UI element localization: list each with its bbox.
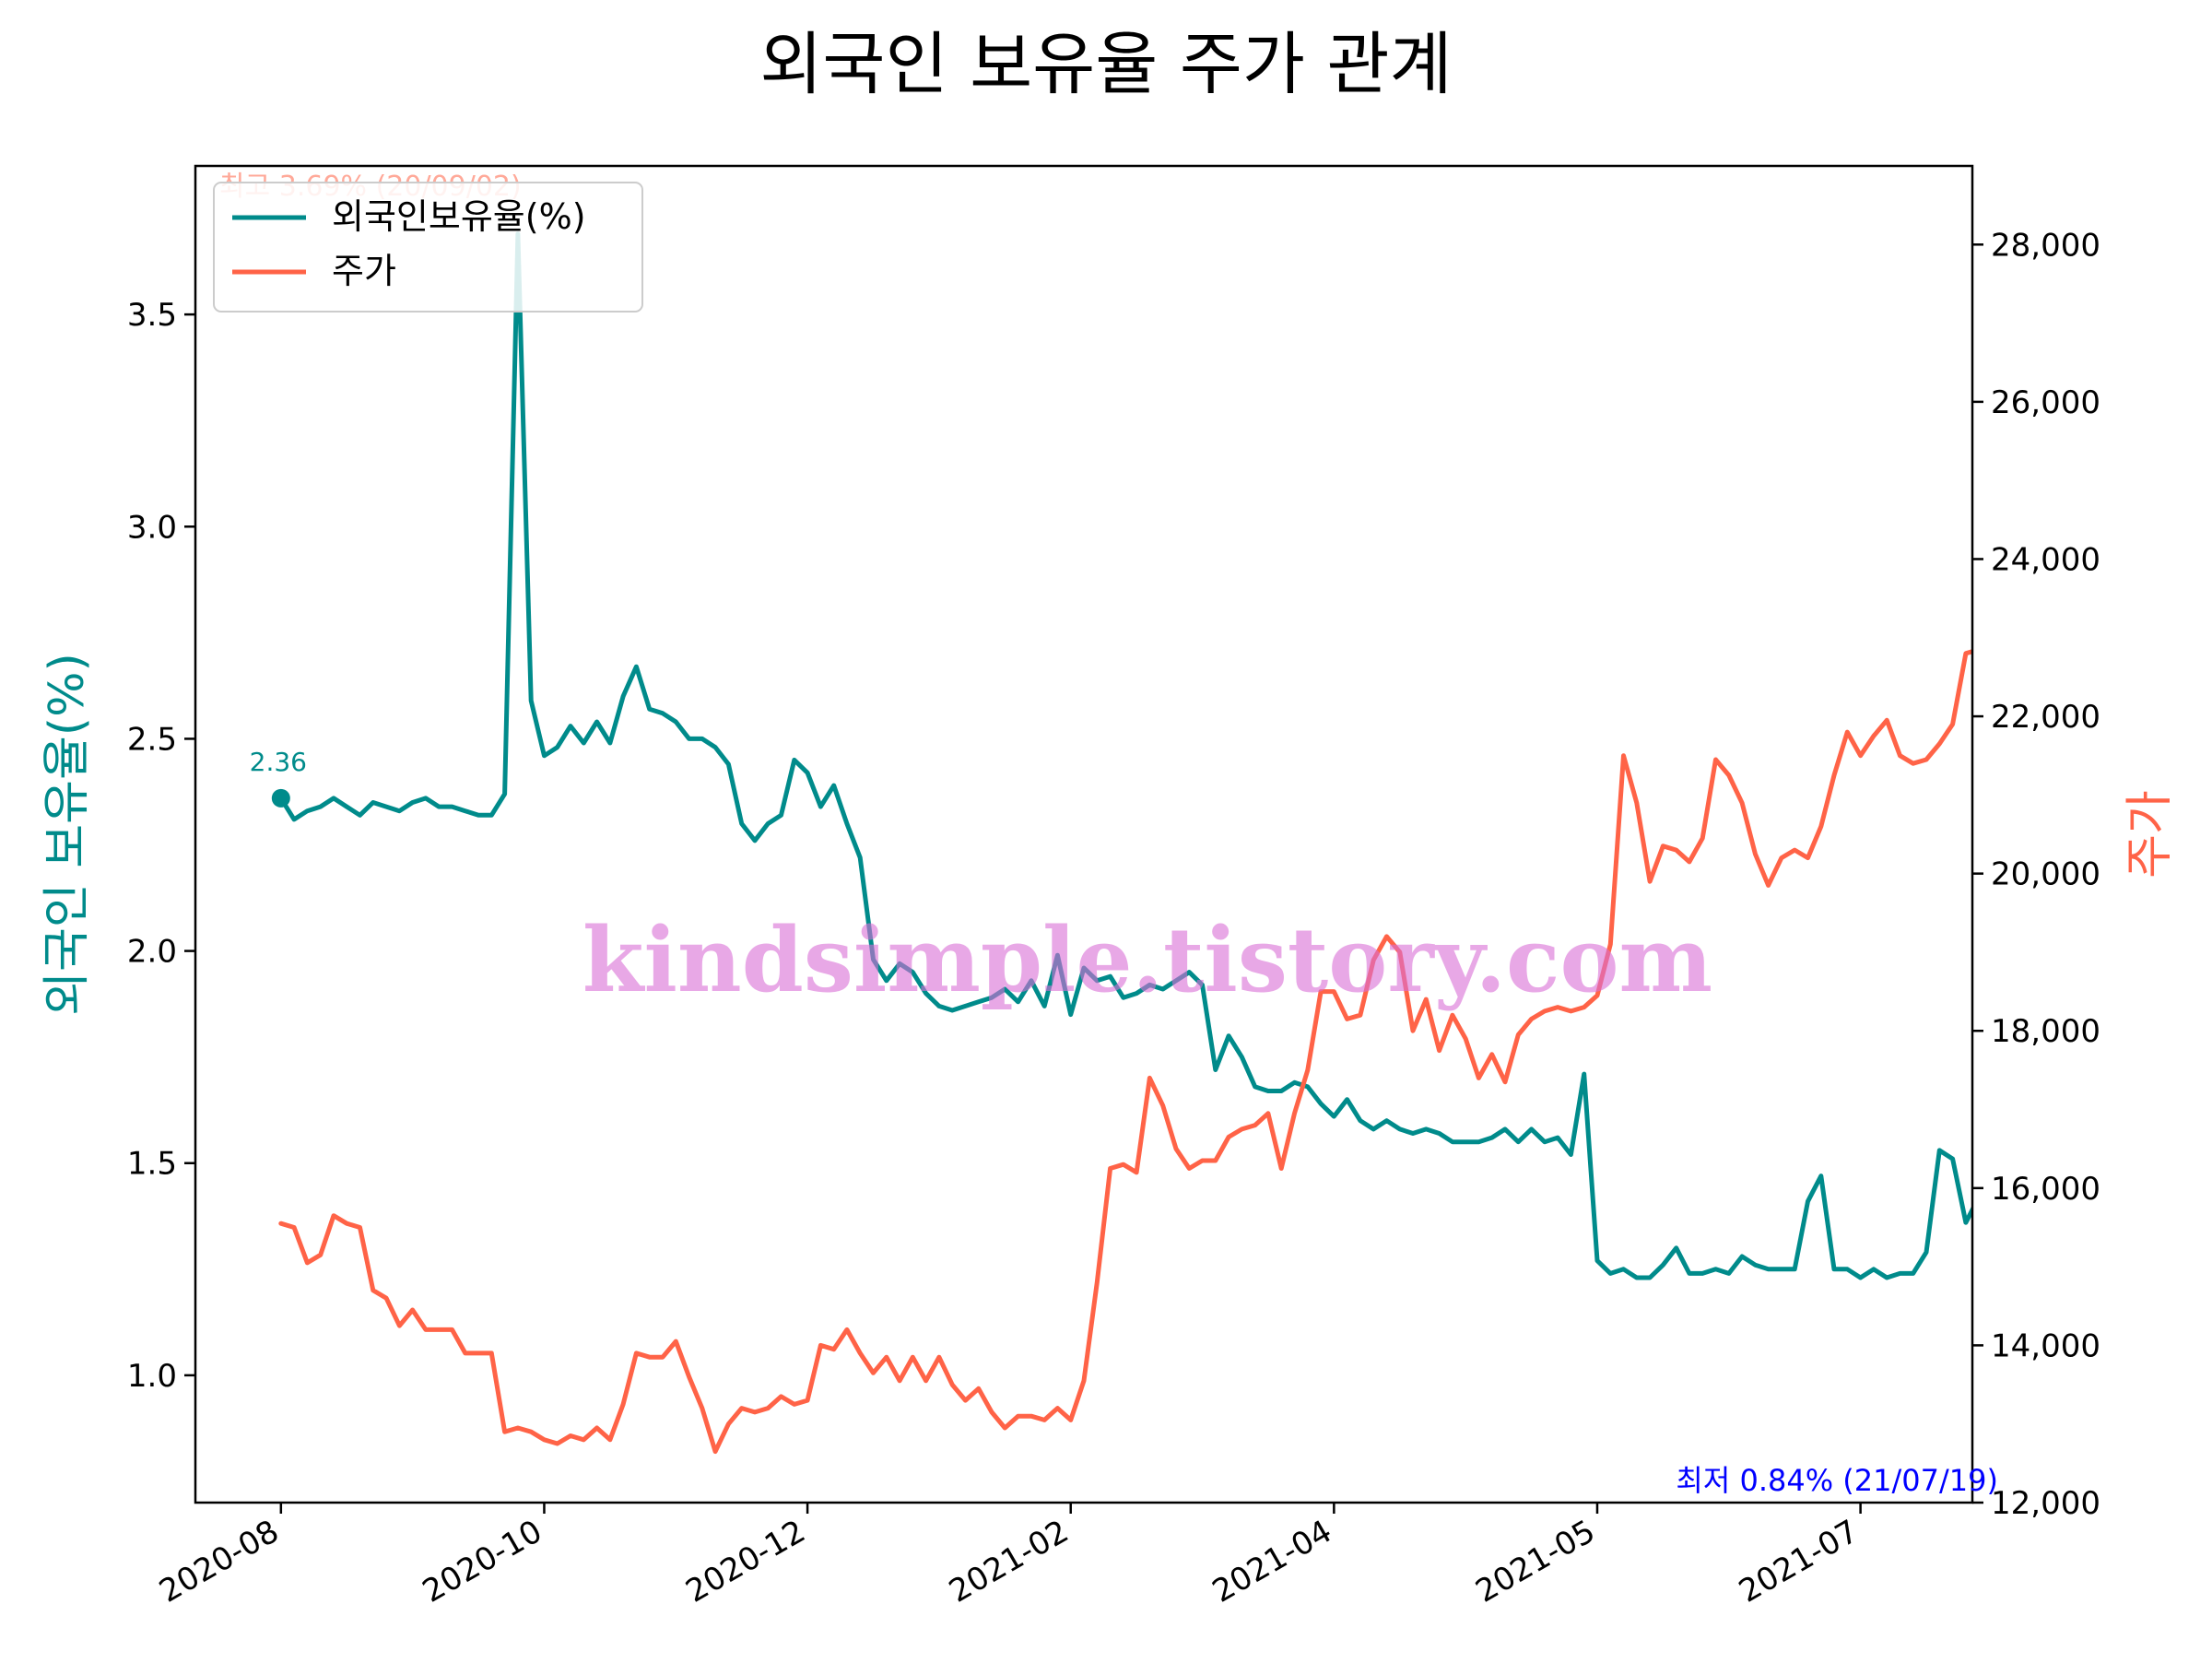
watermark: kindsimple.tistory.com [582, 908, 1712, 1012]
legend-box [213, 182, 643, 313]
y-right-tick-label: 22,000 [1991, 699, 2100, 736]
min-annotation: 최저 0.84% (21/07/19) [1676, 1463, 1998, 1498]
y-right-tick-label: 26,000 [1991, 384, 2100, 421]
y-right-tick-label: 18,000 [1991, 1013, 2100, 1050]
legend-item-price: 주가 [332, 251, 396, 291]
y-right-tick-label: 28,000 [1991, 227, 2100, 264]
plot-frame [194, 164, 1974, 1504]
legend-item-foreign: 외국인보유율(%) [332, 196, 586, 237]
y-left-tick-label: 1.5 [127, 1146, 177, 1183]
y-left-tick-label: 2.0 [127, 934, 177, 971]
y-axis-label-right: 주가 [2123, 790, 2178, 879]
y-right-tick-label: 24,000 [1991, 541, 2100, 578]
series-line-foreign-ownership [278, 231, 1972, 1280]
y-left-tick-label: 3.0 [127, 509, 177, 546]
y-right-tick-label: 20,000 [1991, 856, 2100, 893]
y-right-tick-label: 16,000 [1991, 1171, 2100, 1208]
start-value-label: 2.36 [250, 747, 307, 777]
y-right-tick-label: 14,000 [1991, 1327, 2100, 1364]
series-line-stock-price [278, 649, 1972, 1455]
y-axis-label-left: 외국인 보유율(%) [40, 653, 95, 1016]
legend: 외국인보유율(%) 주가 [213, 182, 643, 313]
y-left-tick-label: 1.0 [127, 1358, 177, 1395]
start-point-marker [271, 788, 290, 808]
y-right-tick-label: 12,000 [1991, 1485, 2100, 1522]
y-left-tick-label: 2.5 [127, 721, 177, 758]
chart-title: 외국인 보유율 주가 관계 [759, 25, 1452, 104]
y-left-tick-label: 3.5 [127, 297, 177, 334]
